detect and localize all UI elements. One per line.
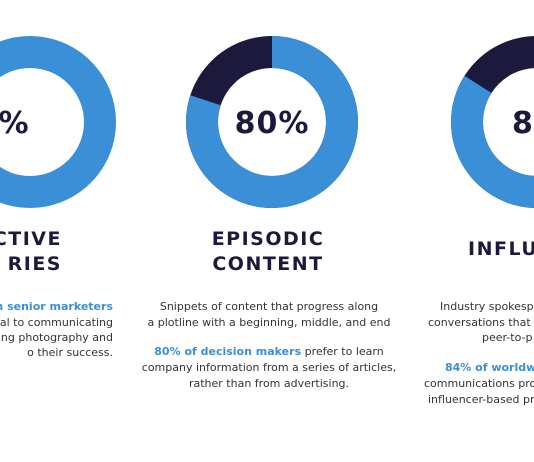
body-text: influencer-based pro bbox=[428, 393, 534, 406]
body-line: an senior marketers bbox=[0, 300, 113, 313]
body-line: a plotline with a beginning, middle, and… bbox=[148, 316, 391, 329]
body-line: influencer-based pro bbox=[428, 393, 534, 406]
body-text: company information from a series of art… bbox=[142, 361, 396, 374]
body-text: Industry spokespe bbox=[440, 300, 534, 313]
donut-track bbox=[0, 36, 116, 208]
body-line: 80% of decision makers prefer to learn bbox=[154, 345, 383, 358]
body-text: rather than from advertising. bbox=[189, 377, 349, 390]
body-line: o their success. bbox=[27, 346, 113, 359]
body-line: peer-to-p bbox=[482, 331, 533, 344]
body-line: ing photography and bbox=[0, 331, 113, 344]
body-line: Industry spokespe bbox=[440, 300, 534, 313]
body-text: peer-to-p bbox=[482, 331, 533, 344]
highlight-text: 84% of worldwi bbox=[445, 361, 534, 374]
body-line: 84% of worldwi bbox=[445, 361, 534, 374]
body-text: o their success. bbox=[27, 346, 113, 359]
body-line: Snippets of content that progress along bbox=[160, 300, 378, 313]
donut-label: 80% bbox=[235, 106, 310, 141]
body-text: Snippets of content that progress along bbox=[160, 300, 378, 313]
body-text: ntial to communicating bbox=[0, 316, 113, 329]
panel-title: INFLU bbox=[468, 238, 534, 260]
body-line: rather than from advertising. bbox=[189, 377, 349, 390]
body-line: conversations that d bbox=[428, 316, 534, 329]
body-text: communications prof bbox=[424, 377, 534, 390]
donut-label: % bbox=[0, 106, 30, 141]
panel-title: EPISODIC bbox=[212, 228, 325, 250]
body-text: prefer to learn bbox=[301, 345, 384, 358]
highlight-text: an senior marketers bbox=[0, 300, 113, 313]
body-line: communications prof bbox=[424, 377, 534, 390]
body-line: company information from a series of art… bbox=[142, 361, 396, 374]
highlight-text: 80% of decision makers bbox=[154, 345, 301, 358]
body-line: ntial to communicating bbox=[0, 316, 113, 329]
donut-segment bbox=[186, 36, 358, 208]
body-text: ing photography and bbox=[0, 331, 113, 344]
panel-title: RIES bbox=[8, 253, 62, 275]
panel-title: ACTIVE bbox=[0, 228, 62, 250]
panel-title: CONTENT bbox=[212, 253, 323, 275]
body-text: a plotline with a beginning, middle, and… bbox=[148, 316, 391, 329]
donut-segment bbox=[451, 36, 534, 208]
body-text: conversations that d bbox=[428, 316, 534, 329]
donut-label: 84 bbox=[512, 106, 534, 141]
